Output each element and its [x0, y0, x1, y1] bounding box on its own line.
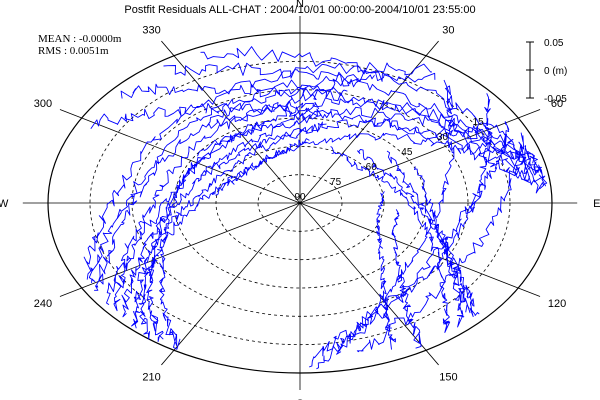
residual-track: [386, 150, 471, 314]
azimuth-label-90: E: [593, 198, 600, 210]
chart-title: Postfit Residuals ALL-CHAT : 2004/10/01 …: [124, 4, 475, 16]
elevation-label-90: 90: [294, 192, 306, 203]
residual-track: [207, 97, 535, 164]
residual-track: [316, 93, 492, 370]
residual-track: [113, 101, 320, 312]
residual-track: [94, 74, 375, 291]
azimuth-label-120: 120: [548, 298, 566, 310]
scale-bar: 0.05 0 (m) -0.05: [526, 38, 567, 105]
scale-tick-label: -0.05: [544, 94, 567, 105]
azimuth-label-330: 330: [142, 25, 160, 37]
azimuth-label-30: 30: [442, 25, 454, 37]
elevation-label-75: 75: [330, 177, 342, 188]
elevation-label-60: 60: [366, 162, 378, 173]
azimuth-label-180: S: [296, 398, 303, 400]
residual-track: [215, 132, 530, 196]
residual-track: [163, 62, 540, 176]
azimuth-label-210: 210: [142, 371, 160, 383]
azimuth-label-300: 300: [34, 98, 52, 110]
azimuth-spoke-30: [299, 40, 439, 204]
azimuth-label-0: N: [296, 0, 304, 10]
azimuth-label-60: 60: [551, 98, 563, 110]
azimuth-label-150: 150: [439, 371, 457, 383]
residual-track: [308, 121, 510, 368]
polar-grid: [22, 16, 578, 390]
residual-track: [146, 122, 265, 342]
elevation-label-15: 15: [473, 117, 485, 128]
azimuth-label-270: W: [0, 198, 9, 210]
residual-track: [121, 113, 322, 318]
azimuth-spoke-210: [161, 202, 301, 366]
residual-track: [356, 148, 465, 328]
residual-track: [200, 117, 542, 181]
elevation-label-30: 30: [437, 132, 449, 143]
residual-track: [414, 166, 480, 318]
residual-track: [336, 79, 455, 355]
residual-track: [90, 102, 545, 194]
rms-label: RMS : 0.0051m: [38, 45, 109, 57]
residual-track: [131, 123, 327, 329]
residual-track: [120, 83, 547, 187]
azimuth-spoke-120: [299, 202, 541, 297]
scale-tick-label: 0.05: [544, 38, 564, 49]
residual-track: [138, 138, 310, 340]
residual-track: [197, 106, 543, 175]
elevation-label-45: 45: [401, 147, 413, 158]
residual-track: [376, 191, 396, 350]
residual-track: [356, 132, 525, 353]
residual-track: [88, 68, 436, 284]
mean-label: MEAN : -0.0000m: [38, 33, 122, 45]
azimuth-spoke-300: [59, 109, 301, 204]
residual-track: [330, 146, 451, 333]
scale-tick-label: 0 (m): [544, 66, 567, 77]
azimuth-label-240: 240: [34, 298, 52, 310]
azimuth-spoke-60: [299, 109, 541, 204]
residual-tracks: [83, 46, 548, 370]
residual-track: [159, 157, 204, 350]
residual-track: [106, 86, 348, 305]
